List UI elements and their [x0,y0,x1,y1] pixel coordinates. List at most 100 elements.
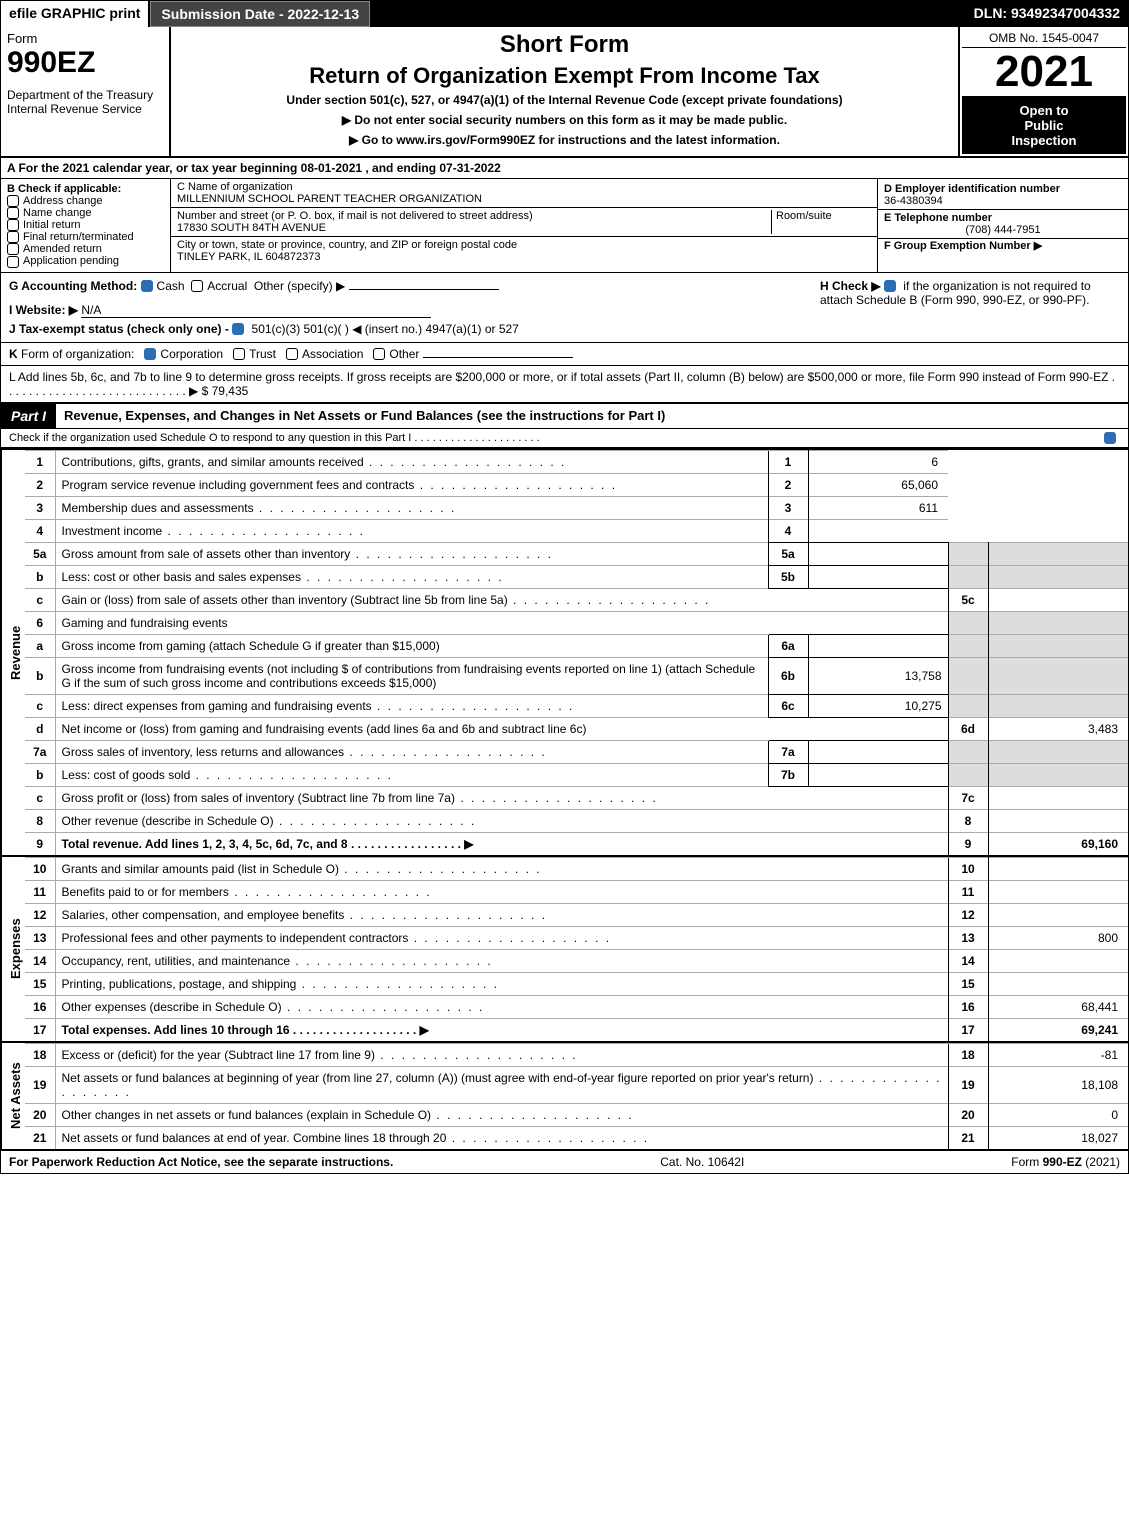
revenue-block: Revenue 1Contributions, gifts, grants, a… [1,448,1128,855]
footer-right: Form 990-EZ (2021) [1011,1155,1120,1169]
expenses-table: 10Grants and similar amounts paid (list … [25,857,1128,1041]
city-label: City or town, state or province, country… [177,239,871,251]
form-header: Form 990EZ Department of the Treasury In… [1,27,1128,158]
line-6c: cLess: direct expenses from gaming and f… [25,694,1128,717]
check-o-text: Check if the organization used Schedule … [9,432,540,444]
line-2: 2Program service revenue including gover… [25,473,1128,496]
line-10: 10Grants and similar amounts paid (list … [25,857,1128,880]
line-5c: cGain or (loss) from sale of assets othe… [25,588,1128,611]
row-k: K Form of organization: Corporation Trus… [1,343,1128,366]
checkbox-name-change[interactable] [7,207,19,219]
checkbox-amended[interactable] [7,243,19,255]
column-c: C Name of organization MILLENNIUM SCHOOL… [171,179,878,272]
net-assets-table: 18Excess or (deficit) for the year (Subt… [25,1043,1128,1149]
checkbox-schedule-o[interactable] [1104,432,1116,444]
checkbox-assoc[interactable] [286,348,298,360]
line-6a: aGross income from gaming (attach Schedu… [25,634,1128,657]
column-b: B Check if applicable: Address change Na… [1,179,171,272]
revenue-vlabel: Revenue [1,450,25,855]
line-12: 12Salaries, other compensation, and empl… [25,903,1128,926]
opt-name: Name change [23,207,92,219]
dept-line-2: Internal Revenue Service [7,102,163,116]
open-public-box: Open to Public Inspection [962,96,1126,154]
section-a-text: A For the 2021 calendar year, or tax yea… [7,161,501,175]
checkbox-other-org[interactable] [373,348,385,360]
row-l-text: L Add lines 5b, 6c, and 7b to line 9 to … [9,370,1115,398]
group-label: F Group Exemption Number ▶ [884,240,1042,252]
street-value: 17830 SOUTH 84TH AVENUE [177,222,771,234]
line-6: 6Gaming and fundraising events [25,611,1128,634]
checkbox-trust[interactable] [233,348,245,360]
open-line-2: Public [968,118,1120,133]
line-19: 19Net assets or fund balances at beginni… [25,1066,1128,1103]
line-4: 4Investment income4 [25,519,1128,542]
checkbox-pending[interactable] [7,256,19,268]
footer-left: For Paperwork Reduction Act Notice, see … [9,1155,393,1169]
opt-address: Address change [23,195,103,207]
checkbox-initial-return[interactable] [7,219,19,231]
cash-label: Cash [157,279,185,293]
header-center: Short Form Return of Organization Exempt… [171,27,958,156]
checkbox-corp[interactable] [144,348,156,360]
form-number: 990EZ [7,46,163,80]
checkbox-final-return[interactable] [7,231,19,243]
checkbox-cash[interactable] [141,280,153,292]
header-left: Form 990EZ Department of the Treasury In… [1,27,171,156]
name-label: C Name of organization [177,181,871,193]
checkbox-h[interactable] [884,280,896,292]
form-page: efile GRAPHIC print Submission Date - 20… [0,0,1129,1174]
line-20: 20Other changes in net assets or fund ba… [25,1103,1128,1126]
line-6b: bGross income from fundraising events (n… [25,657,1128,694]
other-label: Other (specify) ▶ [254,279,345,293]
part-1-title: Revenue, Expenses, and Changes in Net As… [56,404,1128,428]
section-a: A For the 2021 calendar year, or tax yea… [1,158,1128,179]
part-1-header: Part I Revenue, Expenses, and Changes in… [1,404,1128,429]
expenses-block: Expenses 10Grants and similar amounts pa… [1,855,1128,1041]
top-bar: efile GRAPHIC print Submission Date - 20… [1,1,1128,27]
page-footer: For Paperwork Reduction Act Notice, see … [1,1149,1128,1173]
tax-year: 2021 [962,48,1126,96]
room-label: Room/suite [771,210,871,234]
revenue-table: 1Contributions, gifts, grants, and simil… [25,450,1128,855]
acct-label: G Accounting Method: [9,279,137,293]
line-9: 9Total revenue. Add lines 1, 2, 3, 4, 5c… [25,832,1128,855]
h-label: H Check ▶ [820,279,881,293]
line-16: 16Other expenses (describe in Schedule O… [25,995,1128,1018]
opt-pending: Application pending [23,255,119,267]
tel-label: E Telephone number [884,212,992,224]
header-right: OMB No. 1545-0047 2021 Open to Public In… [958,27,1128,156]
column-d: D Employer identification number 36-4380… [878,179,1128,272]
opt-final: Final return/terminated [23,231,134,243]
ein-label: D Employer identification number [884,183,1060,195]
part-1-check-o: Check if the organization used Schedule … [1,429,1128,448]
submission-date: Submission Date - 2022-12-13 [150,1,370,27]
line-1: 1Contributions, gifts, grants, and simil… [25,450,1128,473]
efile-label: efile GRAPHIC print [1,1,150,27]
org-name: MILLENNIUM SCHOOL PARENT TEACHER ORGANIZ… [177,193,871,205]
short-form-title: Short Form [179,31,950,59]
website-label: I Website: ▶ [9,303,78,317]
checkbox-501c3[interactable] [232,323,244,335]
line-15: 15Printing, publications, postage, and s… [25,972,1128,995]
net-assets-block: Net Assets 18Excess or (deficit) for the… [1,1041,1128,1149]
line-11: 11Benefits paid to or for members11 [25,880,1128,903]
j-opts: 501(c)(3) 501(c)( ) ◀ (insert no.) 4947(… [252,322,519,336]
form-word: Form [7,31,163,46]
row-bcde: B Check if applicable: Address change Na… [1,179,1128,273]
netassets-vlabel: Net Assets [1,1043,25,1149]
line-14: 14Occupancy, rent, utilities, and mainte… [25,949,1128,972]
row-l-amt: 79,435 [212,384,249,398]
accrual-label: Accrual [207,279,247,293]
line-5a: 5aGross amount from sale of assets other… [25,542,1128,565]
footer-mid: Cat. No. 10642I [660,1155,744,1169]
checkbox-accrual[interactable] [191,280,203,292]
goto-instructions: ▶ Go to www.irs.gov/Form990EZ for instru… [179,133,950,147]
line-5b: bLess: cost or other basis and sales exp… [25,565,1128,588]
omb-number: OMB No. 1545-0047 [962,29,1126,48]
row-l: L Add lines 5b, 6c, and 7b to line 9 to … [1,366,1128,404]
row-ghi: G Accounting Method: Cash Accrual Other … [1,273,1128,343]
j-label: J Tax-exempt status (check only one) - [9,322,229,336]
ssn-warning: ▶ Do not enter social security numbers o… [179,113,950,127]
checkbox-address-change[interactable] [7,195,19,207]
line-13: 13Professional fees and other payments t… [25,926,1128,949]
